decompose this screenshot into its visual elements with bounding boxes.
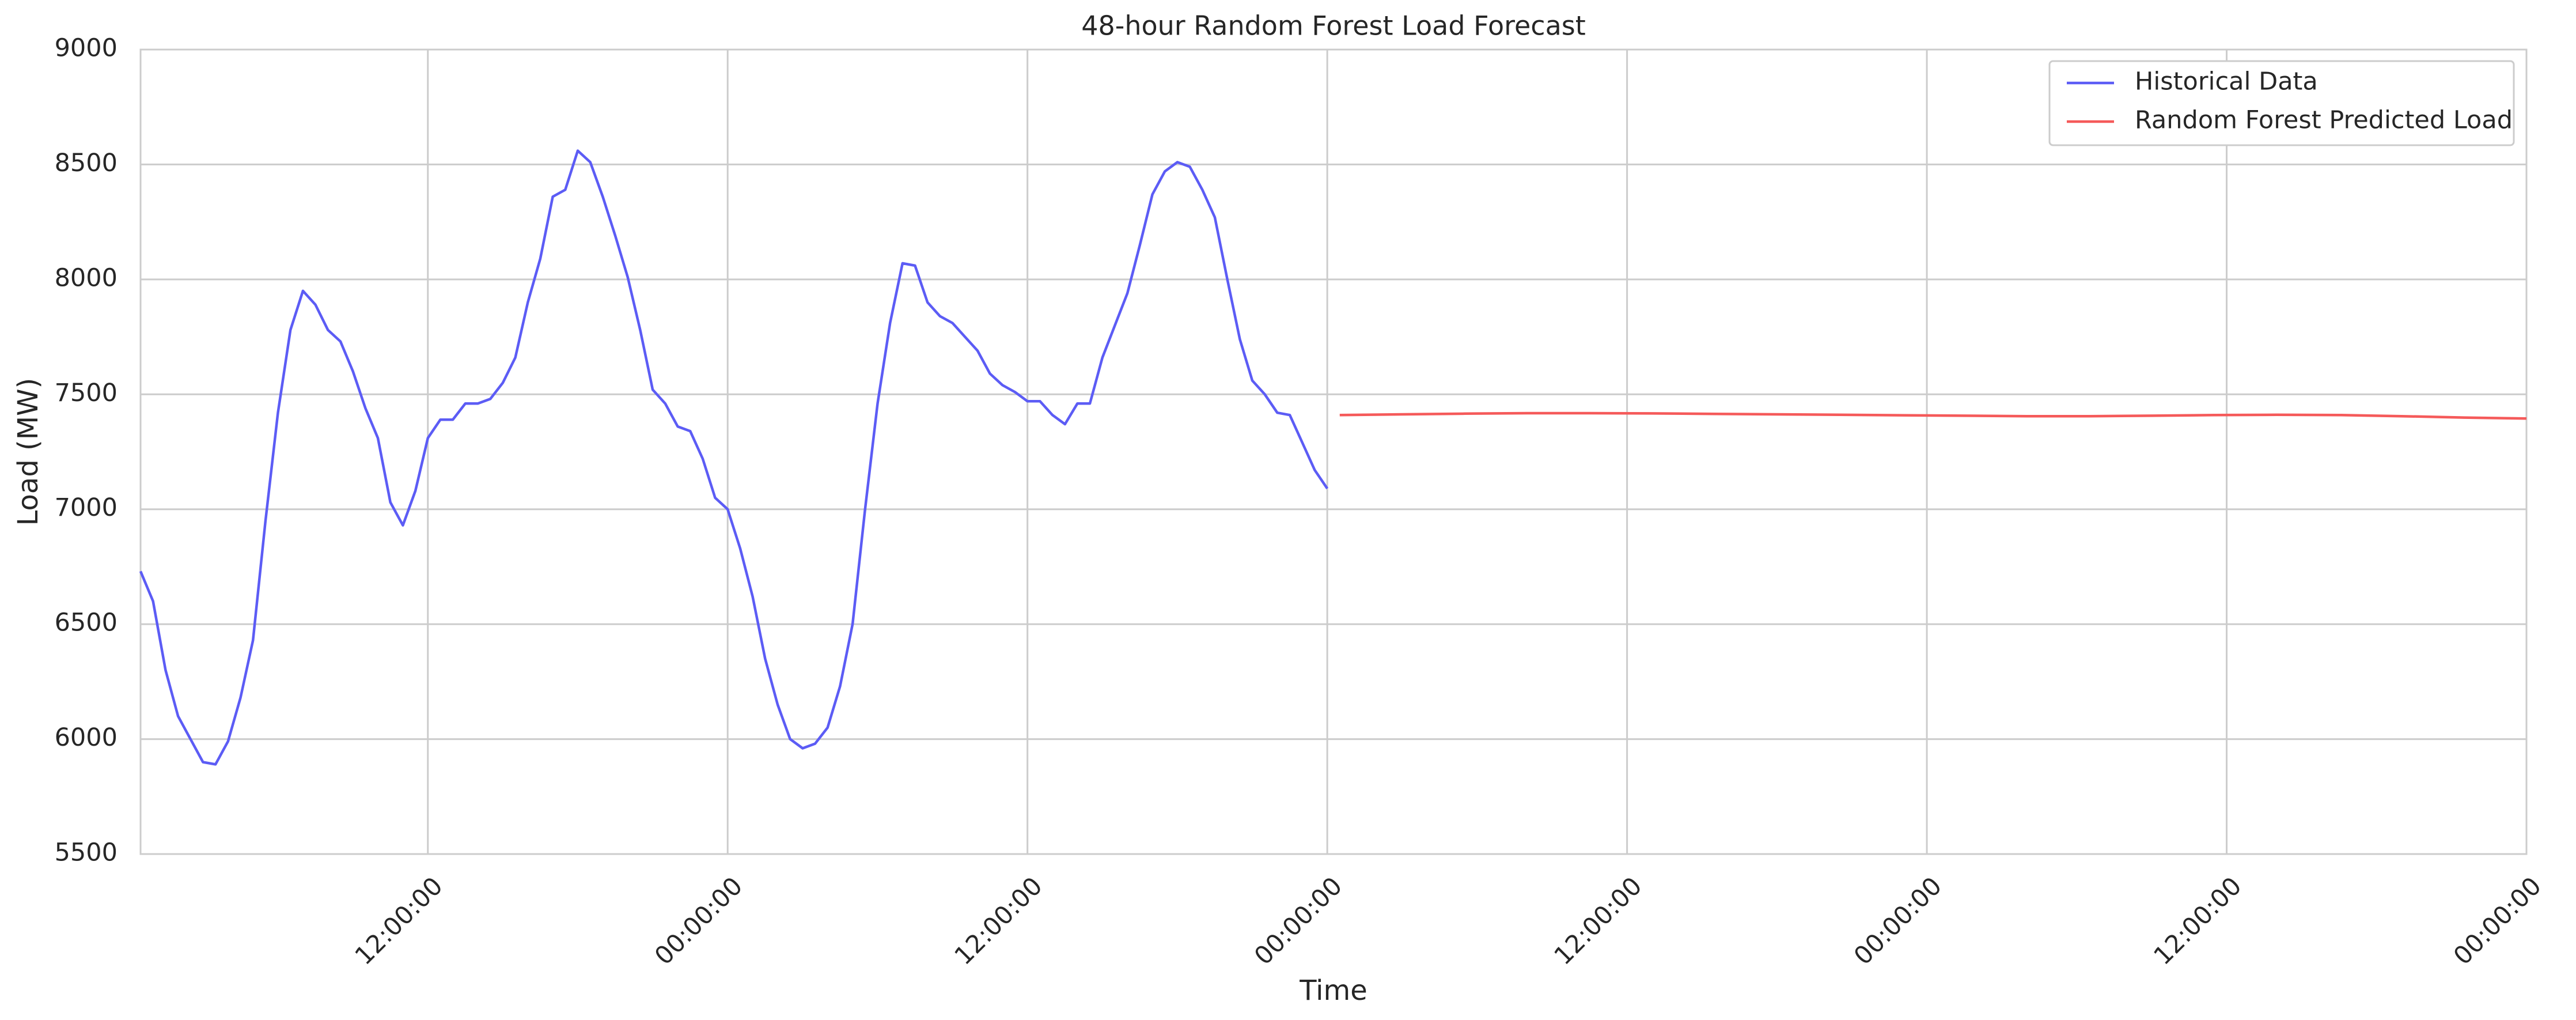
legend-label: Random Forest Predicted Load <box>2135 106 2513 135</box>
legend-box <box>2048 60 2515 146</box>
y-tick-label: 7500 <box>55 379 118 407</box>
legend-label: Historical Data <box>2135 67 2318 96</box>
chart-title: 48-hour Random Forest Load Forecast <box>1081 10 1586 41</box>
y-tick-label: 9000 <box>55 34 118 63</box>
plot-border <box>139 48 2528 855</box>
y-axis-label: Load (MW) <box>12 378 44 526</box>
data-line <box>139 149 1329 766</box>
y-tick-label: 8500 <box>55 149 118 177</box>
y-tick-label: 8000 <box>55 263 118 292</box>
legend: Historical Data Random Forest Predicted L… <box>2048 60 2515 146</box>
y-tick-label: 5500 <box>55 838 118 867</box>
y-tick-label: 6500 <box>55 609 118 637</box>
y-tick-label: 6000 <box>55 723 118 752</box>
y-tick-label: 7000 <box>55 493 118 522</box>
data-line <box>1339 411 2527 420</box>
x-axis-label: Time <box>1299 974 1367 1007</box>
